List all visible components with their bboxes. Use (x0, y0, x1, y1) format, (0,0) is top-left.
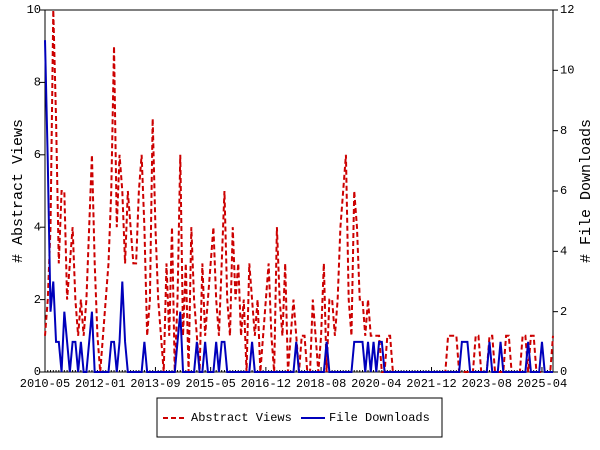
x-tick-label: 2025-04 (517, 377, 567, 391)
y2-tick-label: 6 (560, 184, 567, 198)
y2-tick-label: 10 (560, 64, 574, 78)
x-tick-label: 2020-04 (351, 377, 401, 391)
y-tick-label: 10 (27, 3, 41, 17)
y2-tick-label: 4 (560, 245, 567, 259)
x-tick-label: 2010-05 (20, 377, 70, 391)
y-tick-label: 0 (34, 365, 41, 379)
y2-tick-label: 12 (560, 3, 574, 17)
y2-tick-label: 8 (560, 124, 567, 138)
x-tick-label: 2021-12 (406, 377, 456, 391)
legend-label: Abstract Views (191, 411, 292, 425)
legend-label: File Downloads (329, 411, 430, 425)
x-tick-label: 2023-08 (462, 377, 512, 391)
x-tick-label: 2018-08 (296, 377, 346, 391)
x-tick-label: 2016-12 (241, 377, 291, 391)
y2-tick-label: 2 (560, 305, 567, 319)
y-tick-label: 4 (34, 220, 41, 234)
y-tick-label: 2 (34, 293, 41, 307)
x-tick-label: 2015-05 (185, 377, 235, 391)
series-line (44, 40, 553, 373)
y-tick-label: 6 (34, 148, 41, 162)
x-tick-label: 2013-09 (130, 377, 180, 391)
y2-axis-label: # File Downloads (578, 119, 595, 263)
x-tick-label: 2012-01 (75, 377, 125, 391)
y-axis-label: # Abstract Views (10, 119, 27, 263)
legend (156, 397, 443, 438)
y-tick-label: 8 (34, 76, 41, 90)
y2-tick-label: 0 (560, 365, 567, 379)
